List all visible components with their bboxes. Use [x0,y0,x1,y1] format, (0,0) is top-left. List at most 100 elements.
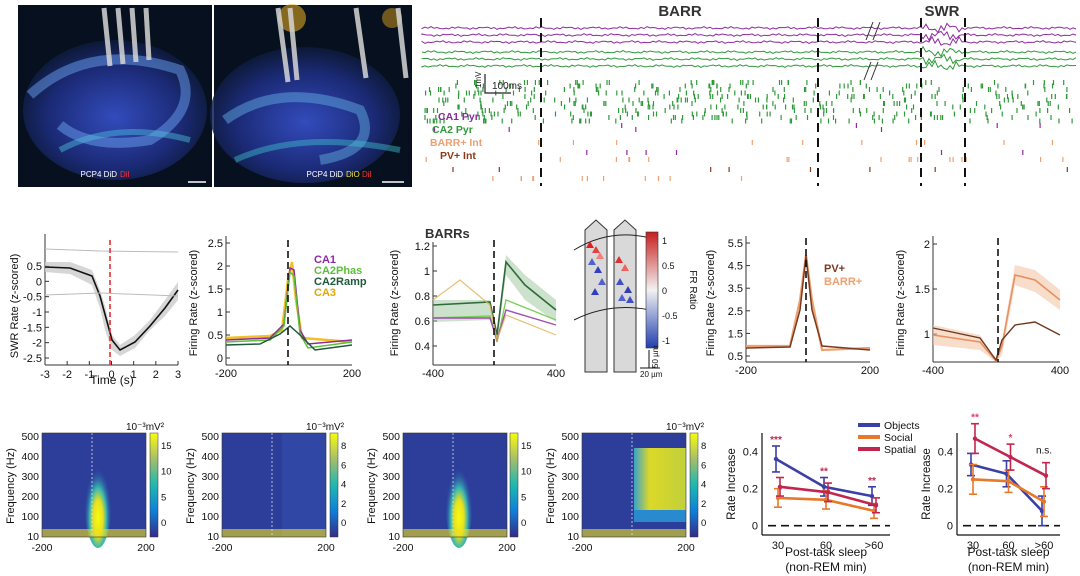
freq-tick-label: 400 [561,451,579,463]
spike-raster [424,80,1073,181]
significance-marker: ** [971,413,979,424]
x-tick-label: 60 [1002,540,1014,552]
data-point [1008,454,1013,460]
ca-y-tick-label: 0 [217,353,223,365]
barrs-y-tick-label: 1 [424,266,430,278]
unit-marker [592,246,600,253]
freq-tick-label: 200 [382,491,400,503]
power-tick-label: 0 [521,518,526,529]
histology-left-label-b: DiI [120,170,130,179]
power-tick-label: 10 [161,467,172,478]
x-axis-label: Post-task sleep [785,545,867,559]
axis-break [863,21,881,81]
lfp-trace [421,53,1077,66]
pv-y-tick-label: 2.5 [728,306,743,318]
power-colorbar [329,432,339,538]
time-max-label: 200 [317,542,335,554]
power-tick-label: 2 [701,499,706,510]
histology-right-label-b: DiO [346,170,360,179]
significance-marker: ** [820,467,828,478]
freq-tick-label: 300 [561,471,579,483]
y-tick-label: 0.4 [938,447,953,459]
fr-ratio-tick: -1 [662,336,670,346]
data-point [970,477,976,482]
data-point [1043,473,1049,478]
freq-axis-label: Frequency (Hz) [545,448,557,524]
freq-tick-label: 10 [207,531,219,543]
fr-ratio-tick: 0.5 [662,261,675,271]
x-tick-label: 30 [772,540,784,552]
scale-voltage: 1mV [474,71,483,88]
pv2-y-tick-label: 1 [924,329,930,341]
lfp-trace [421,30,1077,42]
pv-barr-long-panel: Firing Rate (z-scored) 2 1.5 1 -400 400 [895,236,1069,377]
data-point [777,484,783,489]
unit-marker [616,278,624,285]
data-point [972,436,978,441]
firing-ca-ylabel: Firing Rate (z-scored) [188,250,200,356]
low-freq-band [582,529,686,537]
ripple-band [84,448,112,548]
x-tick-label: >60 [1035,540,1054,552]
freq-tick-label: 200 [201,491,219,503]
swr-y-tick-label: -1.5 [23,322,42,334]
pv2-y-tick-label: 2 [924,239,930,251]
y-axis-label: Rate Increase [921,448,933,520]
x-axis-sublabel: (non-REM min) [968,560,1049,574]
y-tick-label: 0.2 [743,484,758,496]
y-axis-label: Rate Increase [726,448,738,520]
legend-ca1: CA1 [314,254,336,266]
swr-label: SWR [925,3,960,20]
swr-rate-ylabel: SWR Rate (z-scored) [9,254,21,359]
data-point [1004,471,1009,476]
freq-tick-label: 300 [21,471,39,483]
ns-label: n.s. [1036,445,1052,456]
barrs-xmax: 400 [547,368,565,380]
swr-x-tick-label: 3 [175,369,181,381]
power-tick-label: 4 [341,480,346,491]
swr-x-tick-label: -1 [84,369,94,381]
unit-marker [586,241,594,248]
pv-y-tick-label: 5.5 [728,238,743,250]
power-tick-label: 5 [161,492,166,503]
spectrogram-frame [41,432,147,538]
data-point [1039,508,1045,514]
time-max-label: 200 [137,542,155,554]
unit-marker [626,296,634,303]
pv-barr-xmin: -200 [735,365,757,377]
unit-marker [621,264,629,271]
swr-lower-bound [44,292,179,297]
power-unit: 10⁻³mV² [666,422,705,433]
time-max-label: 200 [677,542,695,554]
freq-tick-label: 200 [21,491,39,503]
legend-ca1-pyr: CA1 Pyr [438,111,479,123]
ca-y-tick-label: 0.5 [208,330,223,342]
fr-ratio-colorbar [645,231,659,349]
freq-axis-label: Frequency (Hz) [185,448,197,524]
lfp-trace [421,45,1077,58]
swr-y-tick-label: -0.5 [23,292,42,304]
swr-x-tick-label: -2 [62,369,72,381]
power-tick-label: 2 [341,499,346,510]
x-tick-label: 30 [967,540,979,552]
raster-panel: BARR SWR 1mV 100ms CA1 Pyr CA2 Pyr BARR+… [421,3,1077,186]
freq-tick-label: 100 [201,511,219,523]
barrs-y-tick-label: 0.8 [415,291,430,303]
data-point [821,484,827,489]
barrs-y-tick-label: 0.6 [415,316,430,328]
power-tick-label: 8 [701,441,706,452]
pv-barr-panel: Firing Rate (z-scored) 5.5 4.5 3.5 2.5 1.5 0.… [705,236,879,377]
swr-y-tick-label: 0 [36,276,42,288]
lfp-trace [421,59,1077,71]
swr-x-tick-label: 2 [153,369,159,381]
power-unit: 10⁻³mV² [306,422,345,433]
legend-ca2-pyr: CA2 Pyr [432,124,473,136]
power-tick-label: 0 [341,518,346,529]
freq-tick-label: 100 [561,511,579,523]
spectrogram-frame [581,432,687,538]
freq-tick-label: 500 [201,431,219,443]
time-min-label: -200 [571,542,592,554]
